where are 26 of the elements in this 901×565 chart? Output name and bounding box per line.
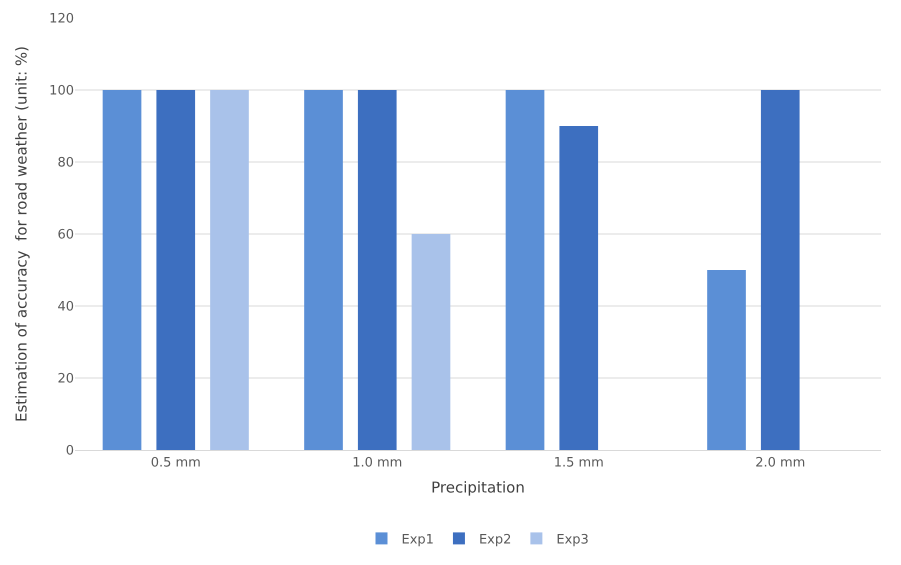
x-tick-label: 1.0 mm — [352, 456, 402, 471]
x-axis-title: Precipitation — [431, 478, 525, 497]
x-tick-label: 0.5 mm — [150, 456, 201, 471]
bar — [102, 90, 142, 450]
y-tick-label: 100 — [49, 84, 74, 99]
legend-label: Exp1 — [402, 532, 434, 548]
bar — [760, 90, 800, 450]
bar — [707, 270, 746, 450]
y-tick-label: 20 — [57, 372, 74, 387]
bar — [156, 90, 196, 450]
bar — [506, 90, 544, 450]
bar — [210, 90, 249, 450]
y-tick-label: 40 — [57, 300, 74, 315]
bar — [304, 90, 343, 450]
y-tick-label: 120 — [49, 12, 74, 27]
legend-label: Exp3 — [556, 532, 589, 548]
bar — [559, 126, 598, 450]
legend-label: Exp2 — [478, 532, 512, 548]
x-tick-label: 2.0 mm — [755, 456, 806, 471]
bar — [358, 90, 397, 450]
x-tick-label: 1.5 mm — [554, 456, 604, 471]
y-tick-label: 60 — [57, 228, 74, 243]
y-axis-title: Estimation of accuracy for road weather (unit: %) — [12, 46, 30, 422]
y-tick-label: 80 — [57, 156, 74, 171]
y-tick-label: 0 — [66, 444, 74, 459]
bar — [412, 234, 450, 450]
